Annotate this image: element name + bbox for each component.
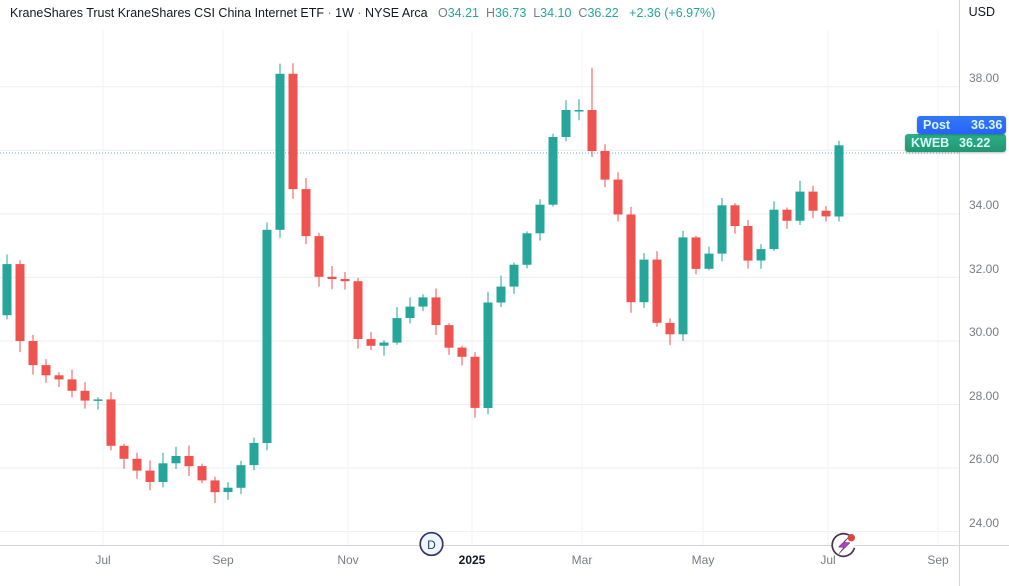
- svg-text:D: D: [427, 538, 436, 552]
